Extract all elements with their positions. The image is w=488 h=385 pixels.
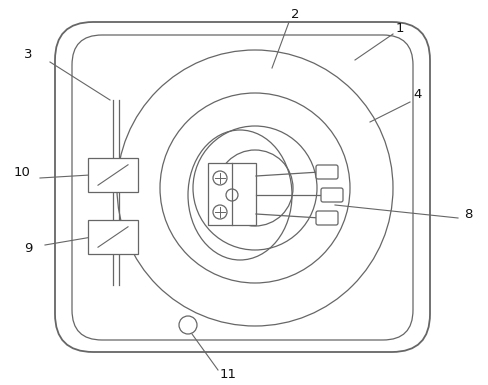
Text: 1: 1 xyxy=(396,22,404,35)
Text: 4: 4 xyxy=(414,89,422,102)
FancyBboxPatch shape xyxy=(316,165,338,179)
Bar xyxy=(208,163,256,225)
Text: 10: 10 xyxy=(14,166,30,179)
FancyBboxPatch shape xyxy=(55,22,430,352)
Text: 8: 8 xyxy=(464,209,472,221)
Bar xyxy=(88,158,138,192)
Bar xyxy=(88,220,138,254)
FancyBboxPatch shape xyxy=(72,35,413,340)
FancyBboxPatch shape xyxy=(316,211,338,225)
FancyBboxPatch shape xyxy=(321,188,343,202)
Text: 9: 9 xyxy=(24,241,32,254)
Text: 11: 11 xyxy=(220,368,237,382)
Text: 3: 3 xyxy=(24,49,32,62)
Text: 2: 2 xyxy=(291,8,299,22)
